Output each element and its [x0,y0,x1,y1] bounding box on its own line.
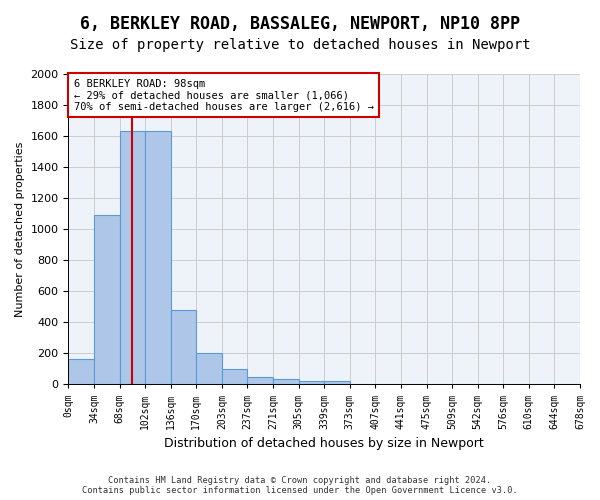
Bar [222,369,247,384]
Text: Contains HM Land Registry data © Crown copyright and database right 2024.
Contai: Contains HM Land Registry data © Crown c… [82,476,518,495]
Bar [324,381,350,384]
Y-axis label: Number of detached properties: Number of detached properties [15,142,25,317]
Bar [299,381,324,384]
Bar [273,379,299,384]
Bar [119,132,145,384]
Bar [247,378,273,384]
Bar [94,215,119,384]
Bar [171,310,196,384]
Text: Size of property relative to detached houses in Newport: Size of property relative to detached ho… [70,38,530,52]
Text: 6, BERKLEY ROAD, BASSALEG, NEWPORT, NP10 8PP: 6, BERKLEY ROAD, BASSALEG, NEWPORT, NP10… [80,15,520,33]
Bar [196,354,222,384]
Text: 6 BERKLEY ROAD: 98sqm
← 29% of detached houses are smaller (1,066)
70% of semi-d: 6 BERKLEY ROAD: 98sqm ← 29% of detached … [74,78,374,112]
Bar [68,359,94,384]
X-axis label: Distribution of detached houses by size in Newport: Distribution of detached houses by size … [164,437,484,450]
Bar [145,132,171,384]
